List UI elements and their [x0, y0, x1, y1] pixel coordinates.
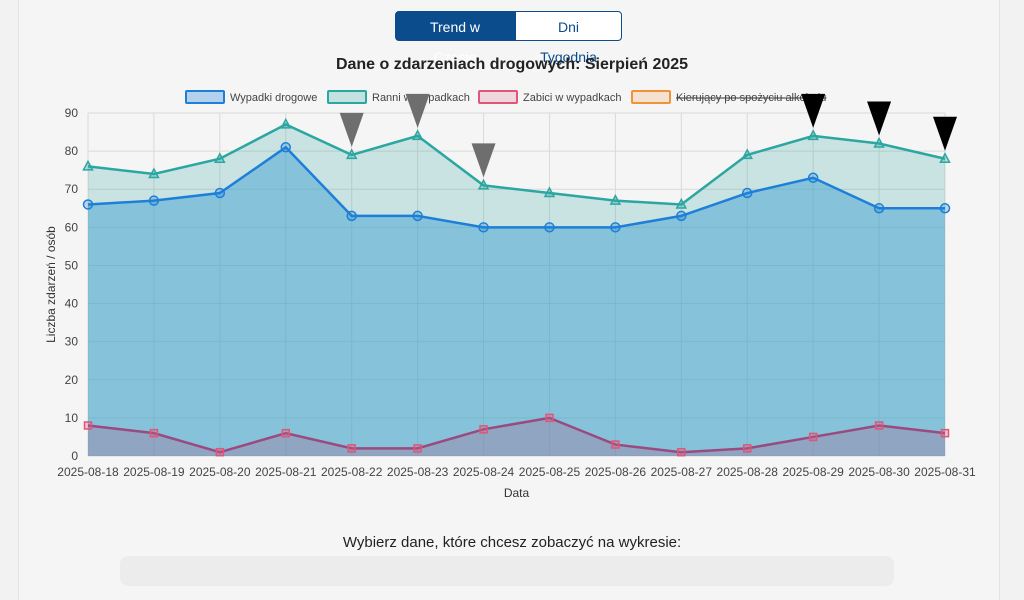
x-tick-label: 2025-08-21: [255, 465, 317, 479]
point-ranni: [807, 129, 819, 141]
point-wypadki: [214, 187, 226, 199]
legend-swatch: [478, 90, 518, 104]
x-tick-label: 2025-08-27: [651, 465, 713, 479]
x-tick-label: 2025-08-26: [585, 465, 647, 479]
point-ranni: [609, 194, 622, 205]
legend-label: Wypadki drogowe: [230, 92, 317, 104]
point-wypadki: [478, 222, 489, 233]
point-ranni: [148, 167, 160, 179]
legend-swatch: [185, 90, 225, 104]
point-ranni: [543, 186, 556, 198]
point-zabici: [940, 428, 950, 438]
point-zabici: [149, 428, 159, 438]
legend-swatch: [631, 90, 671, 104]
x-tick-label: 2025-08-18: [57, 465, 119, 479]
point-zabici: [83, 421, 93, 430]
point-ranni: [873, 136, 885, 148]
legend-label: Kierujący po spożyciu alkoholu: [676, 92, 826, 104]
point-wypadki: [412, 210, 423, 222]
line-chart: Dane o zdarzeniach drogowych: Sierpień 2…: [44, 56, 976, 500]
data-selection-prompt: Wybierz dane, które chcesz zobaczyć na w…: [342, 534, 682, 551]
y-tick-label: 70: [65, 182, 79, 196]
area-zabici: [88, 417, 945, 456]
y-axis-label: Liczba zdarzeń / osób: [44, 226, 58, 343]
point-wypadki: [346, 210, 357, 222]
tab-trend[interactable]: Trend w Czasie: [395, 11, 515, 65]
point-zabici: [874, 421, 884, 430]
annotation-arrow: [339, 112, 364, 147]
view-tabs: Trend w Czasie Dni Tygodnia: [395, 11, 622, 65]
x-tick-label: 2025-08-30: [848, 465, 910, 479]
point-ranni: [741, 148, 753, 160]
point-zabici: [413, 444, 422, 453]
point-ranni: [214, 152, 226, 163]
data-selection-panel: [120, 556, 894, 586]
annotation-arrow: [405, 93, 430, 128]
legend-item[interactable]: Kierujący po spożyciu alkoholu: [631, 90, 826, 104]
point-zabici: [742, 444, 752, 453]
point-zabici: [545, 413, 554, 423]
chart-title: Dane o zdarzeniach drogowych: Sierpień 2…: [336, 56, 688, 73]
point-wypadki: [939, 203, 951, 214]
x-tick-label: 2025-08-29: [782, 465, 844, 479]
point-wypadki: [280, 142, 292, 153]
point-wypadki: [873, 203, 885, 214]
point-zabici: [808, 432, 818, 442]
line-ranni: [87, 123, 946, 206]
line-wypadki: [87, 145, 945, 229]
annotation-arrow: [933, 116, 957, 151]
point-ranni: [939, 152, 951, 163]
point-ranni: [280, 117, 292, 129]
annotation-arrow: [471, 143, 496, 178]
y-tick-label: 0: [71, 449, 78, 463]
point-ranni: [345, 148, 358, 160]
x-tick-label: 2025-08-25: [519, 465, 581, 479]
point-ranni: [82, 159, 94, 171]
point-wypadki: [148, 195, 160, 206]
x-axis-label: Data: [504, 486, 530, 500]
y-tick-label: 90: [65, 106, 79, 120]
line-zabici: [87, 416, 946, 454]
annotation-arrow: [867, 101, 892, 136]
point-wypadki: [676, 210, 687, 222]
annotation-arrow: [801, 93, 826, 128]
point-wypadki: [807, 172, 819, 184]
x-tick-label: 2025-08-19: [123, 465, 185, 479]
point-zabici: [611, 440, 620, 449]
point-ranni: [411, 129, 424, 141]
y-tick-label: 30: [65, 335, 79, 349]
x-tick-label: 2025-08-20: [189, 465, 251, 479]
point-wypadki: [544, 222, 555, 233]
point-zabici: [677, 447, 686, 457]
point-zabici: [479, 425, 488, 434]
y-tick-label: 50: [65, 258, 79, 272]
legend-item[interactable]: Wypadki drogowe: [185, 90, 317, 104]
y-tick-label: 40: [65, 297, 79, 311]
x-tick-label: 2025-08-23: [387, 465, 449, 479]
x-tick-label: 2025-08-22: [321, 465, 383, 479]
tab-weekdays[interactable]: Dni Tygodnia: [515, 11, 622, 65]
x-tick-label: 2025-08-28: [717, 465, 779, 479]
point-zabici: [215, 447, 225, 457]
legend-item[interactable]: Zabici w wypadkach: [478, 90, 621, 104]
legend-label: Zabici w wypadkach: [523, 92, 621, 104]
legend-item[interactable]: Ranni w wypadkach: [327, 90, 470, 104]
y-tick-label: 60: [65, 220, 79, 234]
y-tick-label: 20: [65, 373, 79, 387]
legend-swatch: [327, 90, 367, 104]
chart-card: [18, 0, 1000, 600]
x-tick-label: 2025-08-24: [453, 465, 515, 479]
point-wypadki: [610, 222, 621, 233]
point-ranni: [477, 178, 490, 190]
point-wypadki: [741, 187, 753, 199]
point-zabici: [281, 428, 291, 438]
y-tick-label: 80: [65, 144, 79, 158]
area-wypadki: [88, 147, 945, 457]
x-tick-label: 2025-08-31: [914, 465, 976, 479]
point-wypadki: [82, 199, 94, 210]
point-zabici: [347, 444, 356, 453]
point-ranni: [675, 197, 688, 209]
area-ranni: [88, 124, 945, 456]
y-tick-label: 10: [65, 411, 79, 425]
